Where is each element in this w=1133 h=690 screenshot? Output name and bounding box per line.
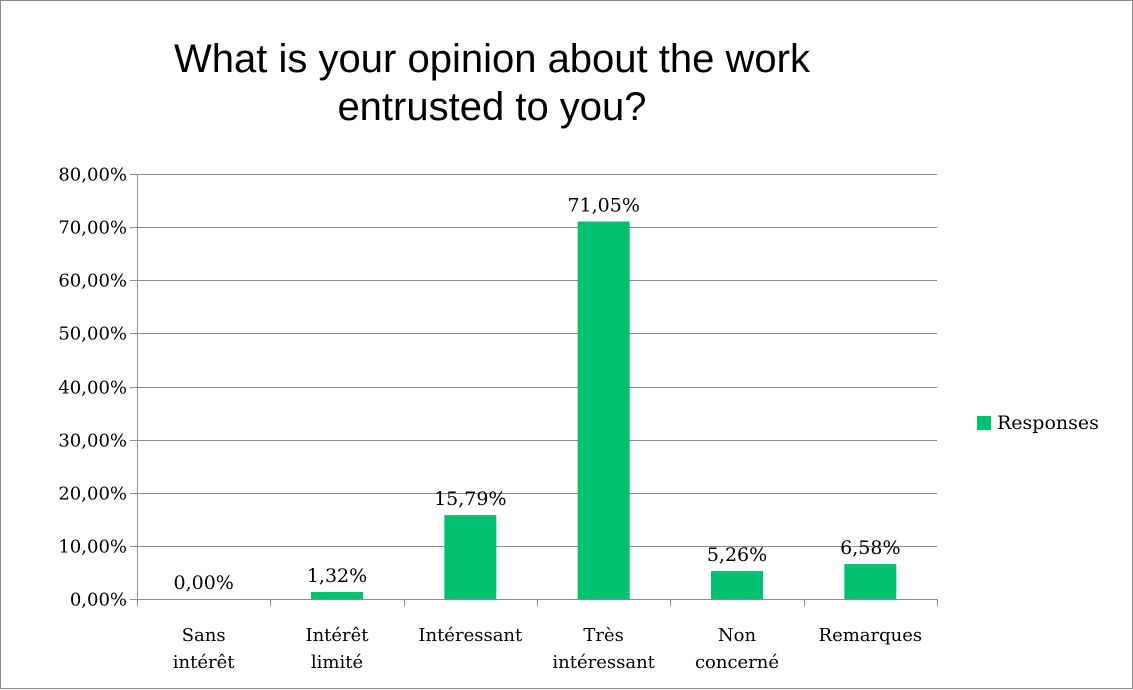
x-category-label: Remarques (819, 625, 923, 646)
data-label: 5,26% (707, 544, 767, 566)
y-tick-label: 80,00% (58, 165, 127, 186)
bar (711, 571, 763, 599)
x-category-label: Très (583, 625, 624, 646)
x-category-label: Intéressant (418, 625, 523, 646)
x-category-label: intéressant (552, 652, 655, 673)
data-label: 15,79% (434, 488, 506, 510)
bar (444, 515, 497, 599)
y-tick-label: 50,00% (58, 324, 127, 345)
data-label: 0,00% (173, 572, 233, 594)
y-tick-label: 30,00% (58, 431, 127, 452)
legend: Responses (977, 412, 1099, 434)
x-category-label: Intérêt (305, 625, 369, 646)
bar (844, 564, 897, 599)
x-category-label: limité (311, 652, 363, 673)
x-category-label: Sans (182, 625, 226, 646)
y-tick-label: 10,00% (58, 537, 127, 558)
bars (311, 221, 897, 599)
y-tick-label: 40,00% (58, 378, 127, 399)
data-label: 71,05% (567, 195, 639, 217)
x-category-label: concerné (695, 652, 779, 673)
y-tick-label: 70,00% (58, 218, 127, 239)
grid-lines (137, 174, 937, 547)
axes (130, 174, 938, 607)
labels: 0,00% 10,00% 20,00% 30,00% 40,00% 50,00% 60,00… (58, 165, 922, 674)
y-tick-label: 0,00% (70, 590, 127, 611)
x-category-label: intérêt (173, 652, 235, 673)
legend-swatch (977, 416, 991, 430)
y-tick-label: 60,00% (58, 271, 127, 292)
data-label: 6,58% (840, 537, 900, 559)
y-tick-label: 20,00% (58, 484, 127, 505)
chart-title: What is your opinion about the work entr… (174, 37, 810, 129)
x-category-label: Non (718, 625, 757, 646)
bar (311, 591, 363, 599)
bar (577, 221, 630, 599)
legend-label: Responses (997, 412, 1099, 434)
data-label: 1,32% (307, 565, 367, 587)
